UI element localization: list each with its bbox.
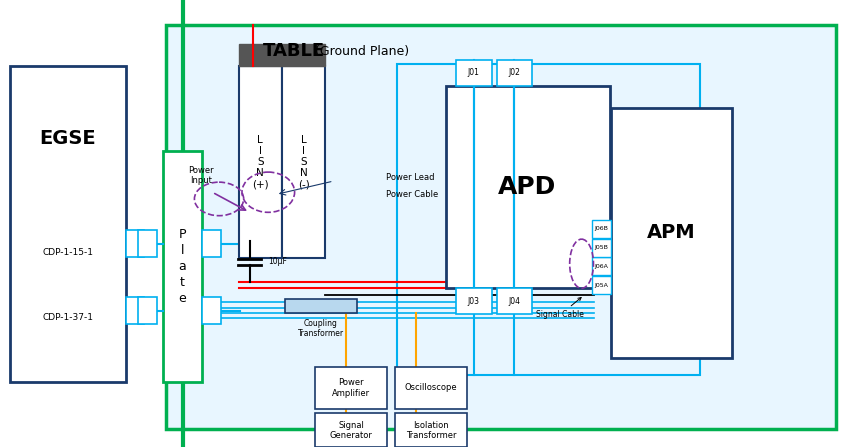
- Bar: [592, 239, 611, 257]
- Text: L
I
S
N
(+): L I S N (+): [252, 135, 268, 190]
- Text: Power Lead: Power Lead: [386, 173, 435, 182]
- Bar: [395, 367, 467, 409]
- Bar: [126, 230, 144, 257]
- Text: J04: J04: [509, 297, 520, 306]
- Bar: [456, 288, 492, 314]
- Text: Isolation
Transformer: Isolation Transformer: [406, 421, 456, 440]
- Text: J03: J03: [468, 297, 480, 306]
- Bar: [315, 413, 387, 447]
- Bar: [497, 288, 532, 314]
- Bar: [456, 60, 492, 86]
- Text: APM: APM: [647, 224, 696, 242]
- Bar: [315, 367, 387, 409]
- Text: 10µF: 10µF: [268, 257, 287, 266]
- Bar: [10, 66, 126, 382]
- Bar: [592, 257, 611, 275]
- Bar: [163, 151, 202, 382]
- Text: Signal
Generator: Signal Generator: [329, 421, 373, 440]
- Text: Power
Input: Power Input: [188, 165, 214, 185]
- Text: J05B: J05B: [594, 245, 609, 250]
- Bar: [166, 25, 836, 429]
- Text: TABLE: TABLE: [263, 42, 325, 60]
- Text: Coupling
Transformer: Coupling Transformer: [298, 319, 344, 338]
- Bar: [592, 276, 611, 294]
- Text: Signal Cable: Signal Cable: [537, 298, 584, 319]
- Bar: [239, 44, 325, 66]
- Text: APD: APD: [498, 175, 556, 199]
- Text: L
I
S
N
(-): L I S N (-): [298, 135, 309, 190]
- Text: EGSE: EGSE: [40, 129, 96, 148]
- Text: Oscilloscope: Oscilloscope: [405, 384, 457, 392]
- Bar: [611, 108, 732, 358]
- Text: CDP-1-37-1: CDP-1-37-1: [42, 313, 93, 322]
- Bar: [497, 60, 532, 86]
- Text: Power
Amplifier: Power Amplifier: [332, 378, 370, 398]
- Text: J06A: J06A: [594, 264, 609, 269]
- Text: J06B: J06B: [594, 226, 609, 232]
- Text: J05A: J05A: [594, 283, 609, 288]
- Bar: [446, 86, 610, 288]
- Bar: [397, 64, 700, 375]
- Text: Power Cable: Power Cable: [386, 190, 439, 199]
- Text: CDP-1-15-1: CDP-1-15-1: [42, 248, 93, 257]
- Bar: [202, 297, 221, 324]
- Bar: [138, 297, 157, 324]
- Bar: [285, 299, 357, 313]
- Bar: [202, 230, 221, 257]
- Bar: [126, 297, 144, 324]
- Bar: [282, 66, 325, 258]
- Bar: [138, 230, 157, 257]
- Bar: [395, 413, 467, 447]
- Bar: [592, 220, 611, 238]
- Text: J02: J02: [509, 68, 520, 77]
- Text: P
l
a
t
e: P l a t e: [178, 228, 187, 305]
- Text: (Ground Plane): (Ground Plane): [315, 45, 409, 58]
- Text: J01: J01: [468, 68, 480, 77]
- Bar: [239, 66, 282, 258]
